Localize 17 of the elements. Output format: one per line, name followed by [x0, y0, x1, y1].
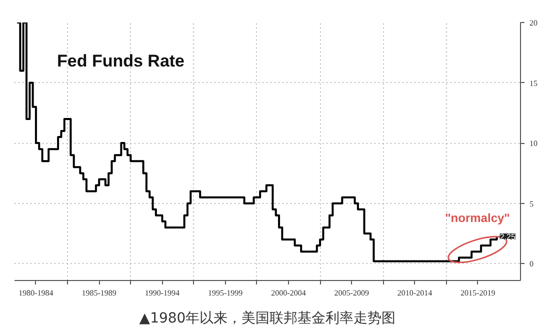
- x-tick-label: 1990-1994: [144, 288, 180, 298]
- text: Fed Funds Rate: [57, 52, 185, 71]
- x-tick-label: 2000-2004: [271, 288, 306, 298]
- x-tick-label: 2005-2009: [334, 288, 369, 298]
- x-tick-label: 1995-1999: [208, 288, 243, 298]
- x-tick-label: 2015-2019: [460, 288, 496, 298]
- text: ▲1980年以来，美国联邦基金利率走势图: [139, 310, 396, 326]
- y-tick-label: 10: [530, 139, 538, 148]
- y-tick-label: 5: [530, 199, 534, 208]
- x-tick-label: 1980-1984: [18, 288, 54, 298]
- y-tick-label: 20: [530, 18, 538, 28]
- annotation: 2.25: [500, 232, 516, 242]
- y-tick-label: 0: [530, 260, 534, 269]
- y-tick-label: 15: [530, 78, 538, 88]
- annotation: "normalcy": [445, 211, 510, 226]
- x-tick-label: 2010-2014: [397, 288, 432, 298]
- x-tick-label: 1985-1989: [82, 288, 116, 298]
